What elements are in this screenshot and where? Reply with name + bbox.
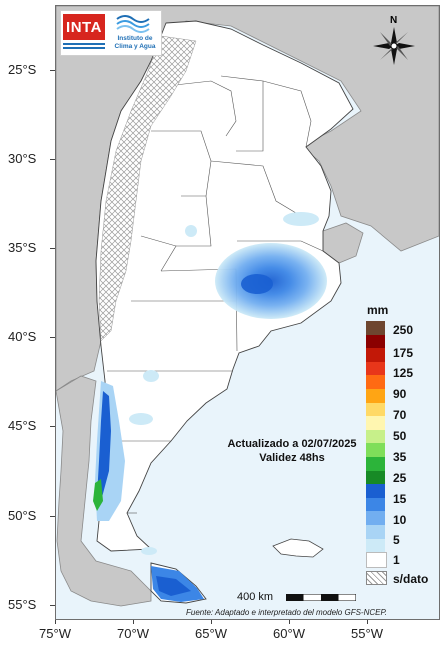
lat-tick	[50, 248, 56, 249]
scale-bar	[286, 594, 356, 601]
lon-label-75: 75°W	[39, 626, 71, 641]
province-borders	[105, 75, 324, 514]
legend-swatch	[366, 416, 385, 431]
lon-tick	[55, 618, 56, 624]
rain-area-coast	[283, 212, 319, 226]
legend-swatch	[366, 429, 385, 444]
legend-swatch	[366, 321, 385, 336]
legend-swatch	[366, 497, 385, 512]
water-waves-icon	[116, 15, 150, 33]
lon-label-65: 65°W	[195, 626, 227, 641]
map-frame	[55, 5, 440, 620]
update-annotation: Actualizado a 02/07/2025 Validez 48hs	[222, 437, 362, 465]
rain-area-patagonia-2	[129, 413, 153, 425]
legend-label-35: 35	[393, 450, 407, 464]
no-data-area	[98, 35, 197, 342]
precipitation-legend: mm 250 175 125 90 70 50 35 25 15 10 5 1 …	[364, 303, 438, 593]
source-credit: Fuente: Adaptado e interpretado del mode…	[186, 608, 388, 617]
lon-tick	[367, 618, 368, 624]
logo-box: INTA Instituto de Clima y Agua	[60, 10, 162, 56]
lat-label-35: 35°S	[8, 240, 37, 255]
legend-swatch	[366, 389, 385, 404]
lat-tick	[50, 70, 56, 71]
compass-rose-icon: N	[373, 15, 415, 65]
lat-label-55: 55°S	[8, 597, 37, 612]
legend-swatch	[366, 348, 385, 363]
malvinas-islands	[272, 538, 324, 558]
legend-swatch	[366, 511, 385, 526]
legend-label-no-data: s/dato	[393, 572, 429, 586]
legend-swatch	[366, 470, 385, 485]
lon-label-70: 70°W	[117, 626, 149, 641]
rain-area-west	[185, 225, 197, 237]
north-label: N	[390, 15, 398, 26]
institute-logo-text: Instituto de Clima y Agua	[109, 35, 161, 51]
legend-label-90: 90	[393, 387, 407, 401]
lat-label-40: 40°S	[8, 329, 37, 344]
legend-label-10: 10	[393, 513, 407, 527]
lon-label-60: 60°W	[273, 626, 305, 641]
legend-label-15: 15	[393, 492, 407, 506]
legend-swatch	[366, 443, 385, 458]
legend-swatch	[366, 457, 385, 472]
lon-tick	[133, 618, 134, 624]
lat-label-45: 45°S	[8, 418, 37, 433]
lat-label-30: 30°S	[8, 151, 37, 166]
rain-area-tierra-del-fuego-edge	[156, 576, 191, 596]
rain-area-andes-green	[93, 479, 103, 511]
legend-label-125: 125	[393, 366, 414, 380]
legend-swatch	[366, 334, 385, 349]
lat-tick	[50, 605, 56, 606]
lon-label-55: 55°W	[351, 626, 383, 641]
inta-logo-stripes	[63, 43, 105, 49]
legend-label-1: 1	[393, 553, 400, 567]
legend-swatch	[366, 484, 385, 499]
lat-label-50: 50°S	[8, 508, 37, 523]
inta-logo: INTA	[63, 14, 105, 40]
lon-tick	[211, 618, 212, 624]
chile-south-islands	[56, 375, 152, 607]
legend-label-25: 25	[393, 471, 407, 485]
institute-line-1: Instituto de	[117, 35, 153, 42]
legend-swatch	[366, 525, 385, 540]
legend-label-250: 250	[393, 323, 414, 337]
legend-swatch	[366, 402, 385, 417]
institute-line-2: Clima y Agua	[114, 43, 156, 50]
compass-star-icon	[373, 27, 415, 65]
legend-label-70: 70	[393, 408, 407, 422]
scale-label: 400 km	[237, 591, 274, 603]
lat-tick	[50, 516, 56, 517]
rain-area-buenos-aires-core	[241, 274, 273, 294]
legend-label-5: 5	[393, 533, 400, 547]
lat-tick	[50, 337, 56, 338]
rain-area-andes-south-core	[97, 391, 111, 501]
lat-label-25: 25°S	[8, 62, 37, 77]
legend-swatch	[366, 538, 385, 553]
legend-no-data-swatch	[366, 571, 387, 585]
legend-label-50: 50	[393, 429, 407, 443]
legend-swatch	[366, 375, 385, 390]
rain-area-patagonia-1	[143, 370, 159, 382]
updated-text: Actualizado a 02/07/2025	[227, 438, 357, 450]
rain-area-cape	[141, 547, 157, 555]
lat-tick	[50, 159, 56, 160]
legend-unit: mm	[367, 303, 389, 317]
validity-text: Validez 48hs	[259, 452, 325, 464]
lon-tick	[289, 618, 290, 624]
legend-swatch	[366, 361, 385, 376]
legend-label-175: 175	[393, 346, 414, 360]
lat-tick	[50, 426, 56, 427]
legend-swatch	[366, 552, 387, 569]
